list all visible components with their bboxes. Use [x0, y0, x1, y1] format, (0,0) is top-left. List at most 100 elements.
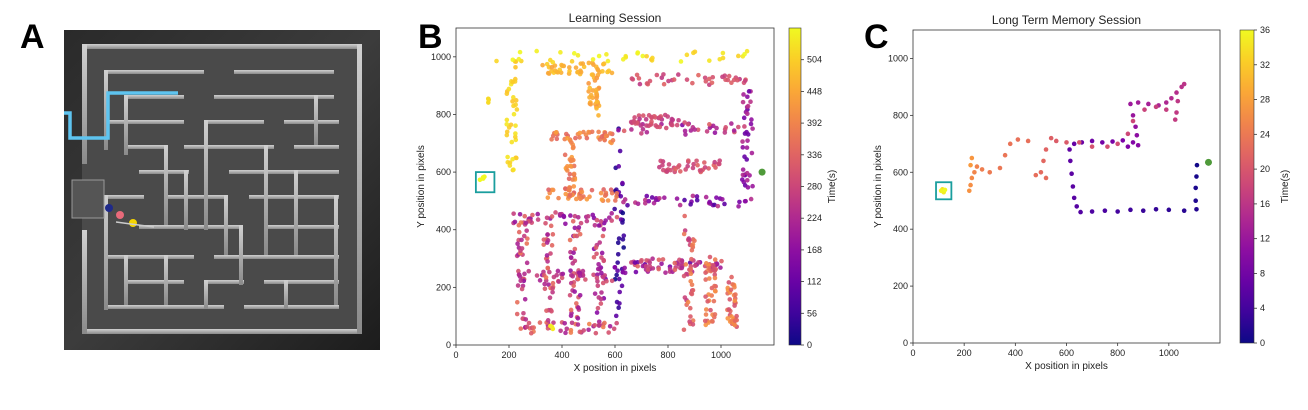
data-point — [508, 122, 514, 128]
data-point — [578, 69, 584, 75]
data-point — [524, 228, 529, 233]
data-point — [594, 251, 599, 257]
data-point — [745, 177, 750, 183]
data-point — [598, 301, 604, 306]
data-point — [1174, 90, 1179, 95]
data-point — [615, 260, 620, 265]
data-point — [593, 245, 599, 250]
data-point — [642, 197, 648, 203]
data-point — [729, 274, 734, 280]
data-point — [594, 217, 600, 223]
data-point — [692, 127, 697, 132]
data-point — [634, 72, 640, 78]
data-point — [1163, 100, 1169, 105]
y-tick-label: 200 — [893, 281, 908, 291]
data-point — [938, 188, 944, 194]
y-tick-label: 600 — [436, 167, 451, 177]
data-point — [744, 170, 750, 176]
data-point — [614, 191, 620, 196]
data-point — [561, 214, 567, 220]
data-point — [666, 78, 671, 84]
data-point — [1135, 100, 1141, 105]
data-point — [623, 53, 628, 59]
x-tick-label: 600 — [607, 350, 622, 360]
data-point — [1193, 185, 1198, 191]
data-point — [731, 128, 737, 133]
data-point — [726, 73, 732, 79]
data-point — [510, 156, 515, 162]
data-point — [511, 95, 516, 100]
data-point — [537, 320, 543, 325]
data-point — [614, 214, 620, 220]
data-point — [1172, 117, 1178, 122]
data-point — [732, 298, 738, 304]
data-point — [703, 277, 708, 282]
data-point — [723, 125, 729, 130]
data-point — [749, 150, 755, 156]
data-point — [515, 241, 520, 247]
data-point — [592, 291, 598, 296]
data-point — [636, 113, 642, 118]
data-point — [979, 167, 985, 172]
data-point — [683, 132, 688, 137]
data-point — [578, 220, 584, 226]
data-point — [526, 320, 532, 326]
data-point — [522, 213, 528, 219]
learning-session-chart: Learning Session 0 200 400 600 800 1000 0 200 400… — [416, 11, 838, 374]
data-point — [745, 138, 750, 143]
data-point — [553, 210, 558, 215]
data-point — [622, 265, 627, 271]
marker-yellow — [129, 219, 137, 227]
data-point — [689, 247, 695, 253]
data-point — [703, 322, 709, 328]
data-point — [560, 271, 566, 277]
chart-title: Long Term Memory Session — [992, 13, 1141, 27]
data-point — [554, 272, 559, 278]
data-point — [997, 165, 1003, 171]
data-point — [577, 135, 582, 140]
data-point — [682, 213, 687, 219]
data-point — [688, 314, 693, 319]
data-point — [574, 301, 579, 306]
data-point — [564, 326, 570, 332]
data-point — [637, 116, 642, 122]
data-point — [744, 157, 750, 162]
data-point — [504, 117, 510, 123]
data-point — [1166, 207, 1172, 213]
data-point — [1130, 140, 1136, 145]
data-point — [1089, 144, 1095, 149]
x-axis-label: X position in pixels — [574, 363, 657, 374]
data-point — [591, 272, 596, 278]
data-point — [590, 60, 595, 66]
data-point — [569, 272, 574, 278]
data-point — [729, 80, 734, 86]
data-point — [548, 223, 554, 229]
data-point — [587, 85, 593, 91]
data-point — [535, 217, 541, 222]
data-point — [562, 320, 568, 326]
data-point — [750, 126, 755, 131]
data-point — [593, 330, 599, 336]
data-point — [694, 158, 699, 164]
data-point — [613, 313, 619, 319]
data-point — [709, 318, 715, 324]
data-point — [622, 197, 628, 202]
data-point — [594, 275, 600, 281]
x-tick-label: 0 — [910, 348, 915, 358]
data-point — [579, 189, 585, 195]
data-point — [594, 95, 599, 101]
colorbar-tick-label: 12 — [1260, 234, 1270, 244]
data-point — [510, 57, 516, 63]
data-point — [1078, 209, 1083, 215]
data-point — [592, 222, 598, 228]
x-tick-label: 0 — [453, 350, 458, 360]
data-point — [1125, 131, 1131, 137]
data-point — [556, 279, 562, 284]
data-point — [621, 233, 627, 238]
data-point — [584, 196, 590, 202]
data-point — [740, 99, 746, 105]
data-point — [729, 314, 734, 319]
data-point — [712, 312, 718, 317]
data-point — [560, 63, 565, 69]
data-point — [504, 121, 510, 127]
